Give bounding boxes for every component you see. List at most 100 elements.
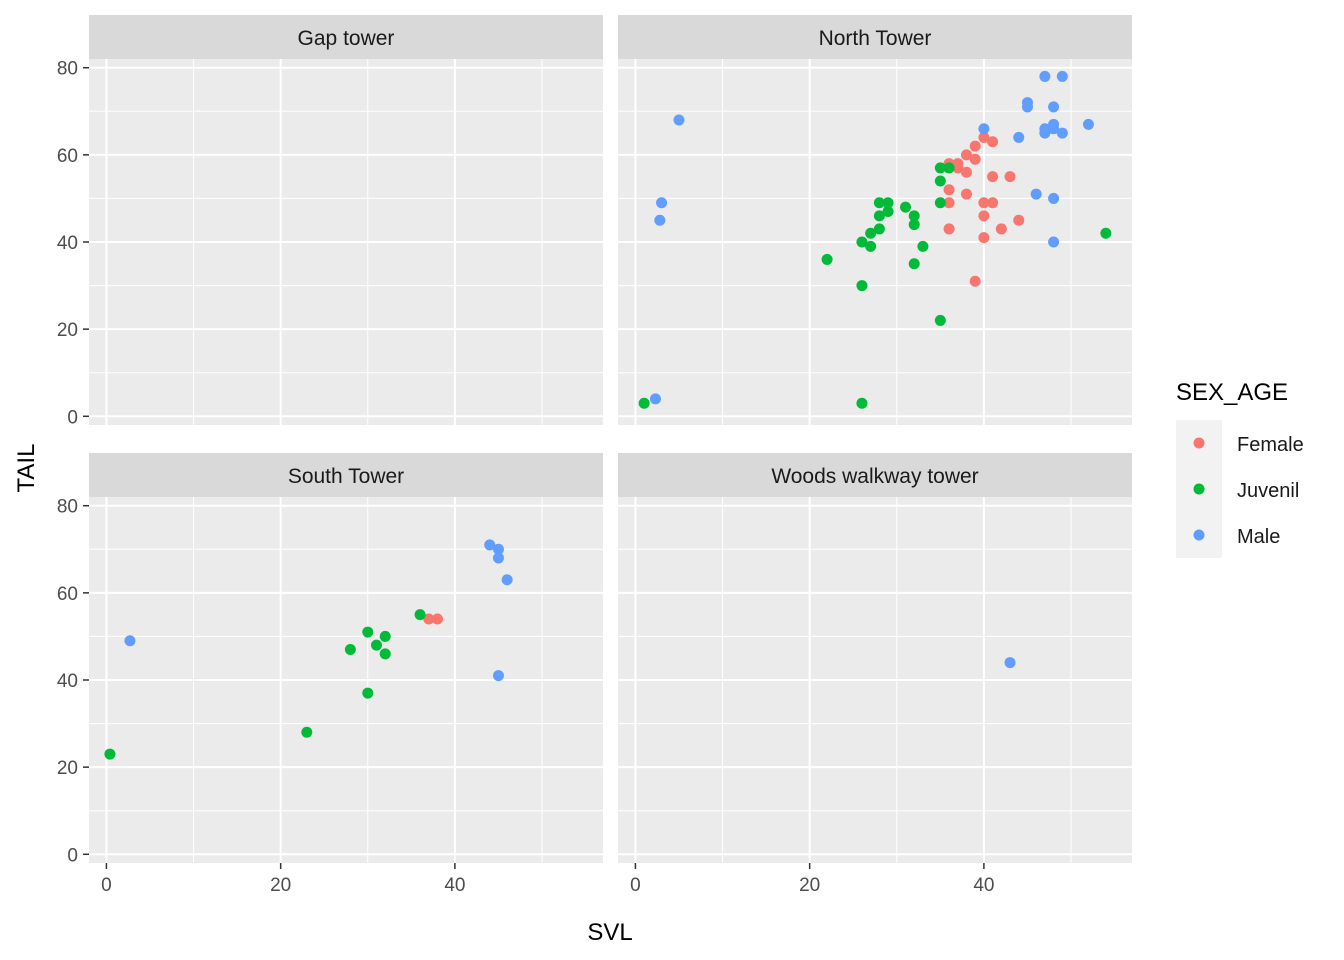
data-point-male [124, 635, 136, 647]
data-point-juvenil [908, 210, 920, 222]
data-point-female [978, 210, 990, 222]
legend: SEX_AGE Female Juvenil Male [1176, 379, 1304, 558]
y-tick-label: 80 [57, 59, 78, 80]
data-point-female [969, 275, 981, 287]
facet-strip-title: Woods walkway tower [771, 465, 978, 488]
y-tick-label: 60 [57, 584, 78, 605]
data-point-male [1021, 101, 1033, 113]
y-tick-label: 20 [57, 758, 78, 779]
y-tick-label: 0 [67, 845, 78, 866]
data-point-female [960, 166, 972, 178]
data-point-juvenil [934, 197, 946, 209]
facet-panel: South Tower 0 20 40 60 80 0 20 40 [57, 453, 603, 896]
data-point-female [431, 613, 443, 625]
data-point-female [978, 232, 990, 244]
data-point-juvenil [899, 201, 911, 213]
data-point-male [1013, 131, 1025, 143]
data-point-juvenil [873, 210, 885, 222]
data-point-juvenil [821, 253, 833, 265]
y-tick-label: 20 [57, 320, 78, 341]
x-axis-title: SVL [587, 919, 632, 946]
data-point-female [978, 197, 990, 209]
data-point-female [987, 136, 999, 148]
data-point-male [492, 670, 504, 682]
data-point-juvenil [908, 219, 920, 231]
y-axis-title: TAIL [13, 444, 40, 493]
facet-panel: Gap tower 0 20 40 60 80 [57, 15, 603, 428]
data-point-juvenil [865, 240, 877, 252]
data-point-female [943, 223, 955, 235]
data-point-juvenil [379, 648, 391, 660]
facet-strip-title: South Tower [288, 465, 404, 488]
facet-strip-title: Gap tower [298, 27, 395, 50]
facet-strip-title: North Tower [819, 27, 932, 50]
data-point-juvenil [934, 175, 946, 187]
data-point-juvenil [943, 162, 955, 174]
data-point-male [1039, 70, 1051, 82]
data-point-female [1004, 171, 1016, 183]
data-point-juvenil [856, 397, 868, 409]
data-point-juvenil [873, 197, 885, 209]
data-point-female [987, 171, 999, 183]
facet-panel: North Tower [618, 15, 1132, 425]
data-point-juvenil [362, 687, 374, 699]
legend-label-female: Female [1237, 434, 1304, 456]
facet-strip [618, 453, 1132, 497]
data-point-male [978, 123, 990, 135]
data-point-male [1056, 127, 1068, 139]
data-point-juvenil [362, 626, 374, 638]
data-point-male [673, 114, 685, 126]
facet-strip [89, 15, 603, 59]
data-point-male [1056, 70, 1068, 82]
data-point-male [1048, 101, 1060, 113]
x-tick-label: 20 [799, 875, 820, 896]
data-point-female [987, 197, 999, 209]
data-point-juvenil [873, 223, 885, 235]
x-tick-label: 0 [630, 875, 641, 896]
x-tick-label: 0 [101, 875, 112, 896]
data-point-male [1048, 236, 1060, 248]
facet-strip [618, 15, 1132, 59]
data-point-male [1030, 188, 1042, 200]
data-point-juvenil [882, 206, 894, 217]
data-point-juvenil [865, 227, 877, 239]
x-tick-label: 40 [444, 875, 465, 896]
data-point-juvenil [301, 726, 313, 738]
y-tick-label: 80 [57, 497, 78, 518]
legend-label-male: Male [1237, 526, 1280, 548]
data-point-male [1004, 657, 1016, 669]
data-point-juvenil [104, 748, 116, 760]
data-point-female [1013, 214, 1025, 226]
legend-title: SEX_AGE [1176, 379, 1288, 406]
y-tick-label: 60 [57, 146, 78, 167]
data-point-female [960, 188, 972, 200]
legend-key-male [1193, 529, 1205, 541]
data-point-juvenil [856, 280, 868, 292]
x-tick-label: 40 [973, 875, 994, 896]
facet-strip [89, 453, 603, 497]
data-point-juvenil [638, 397, 650, 409]
data-point-female [960, 149, 972, 161]
data-point-male [649, 393, 661, 405]
data-point-male [1048, 192, 1060, 204]
data-point-juvenil [856, 236, 868, 248]
y-tick-label: 40 [57, 233, 78, 254]
y-tick-label: 40 [57, 671, 78, 692]
data-point-female [943, 197, 955, 209]
data-point-female [969, 140, 981, 152]
data-point-juvenil [908, 258, 920, 270]
data-point-male [484, 539, 496, 551]
data-point-juvenil [934, 162, 946, 174]
data-point-juvenil [379, 630, 391, 642]
data-point-juvenil [1100, 227, 1112, 239]
x-tick-label: 20 [270, 875, 291, 896]
data-point-male [501, 574, 513, 586]
data-point-male [1082, 118, 1094, 130]
data-point-juvenil [882, 197, 894, 209]
legend-label-juvenil: Juvenil [1237, 480, 1299, 502]
data-point-female [969, 153, 981, 165]
legend-key-juvenil [1193, 483, 1205, 495]
facet-panel: Woods walkway tower 0 20 40 [618, 453, 1132, 896]
legend-key-female [1193, 437, 1205, 449]
